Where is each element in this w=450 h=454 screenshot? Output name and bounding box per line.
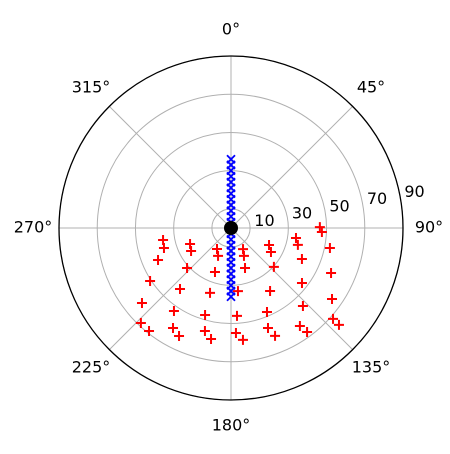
plus-marker — [135, 317, 146, 328]
theta-tick-label: 90° — [415, 218, 443, 237]
plus-marker — [262, 323, 273, 334]
plus-marker — [186, 245, 197, 256]
plus-marker — [238, 250, 249, 261]
plus-marker — [182, 263, 193, 274]
plus-marker — [240, 263, 251, 274]
plus-marker — [268, 261, 279, 272]
plus-marker — [231, 310, 242, 321]
theta-tick-label: 315° — [72, 77, 111, 96]
grid-spoke — [230, 106, 353, 229]
plus-marker — [327, 293, 338, 304]
theta-tick-label: 180° — [212, 416, 251, 435]
plus-marker — [209, 266, 220, 277]
plus-marker — [212, 243, 223, 254]
plus-marker — [185, 238, 196, 249]
plus-marker — [294, 321, 305, 332]
plus-marker — [333, 319, 344, 330]
plus-marker — [200, 309, 211, 320]
theta-tick-label: 270° — [14, 218, 53, 237]
plus-marker — [265, 247, 276, 258]
r-tick-label: 10 — [254, 211, 274, 230]
plus-marker — [302, 326, 313, 337]
dot-marker — [224, 221, 238, 235]
plus-marker — [324, 242, 335, 253]
plus-marker — [290, 232, 301, 243]
plus-marker — [265, 286, 276, 297]
plus-marker — [264, 240, 275, 251]
grid-spoke — [230, 227, 353, 350]
plus-marker — [316, 226, 327, 237]
polar-spine — [58, 55, 404, 401]
plus-marker — [213, 250, 224, 261]
grid-spoke — [109, 106, 232, 229]
plus-marker — [296, 253, 307, 264]
plus-marker — [230, 327, 241, 338]
theta-tick-label: 135° — [352, 358, 391, 377]
grid-spoke — [109, 227, 232, 350]
r-tick-label: 70 — [367, 189, 387, 208]
plus-marker — [326, 267, 337, 278]
x-marker — [226, 154, 236, 164]
plus-marker — [175, 283, 186, 294]
r-tick-label: 90 — [404, 182, 424, 201]
theta-tick-label: 45° — [357, 77, 385, 96]
plus-marker — [270, 330, 281, 341]
plus-marker — [168, 323, 179, 334]
plus-marker — [237, 334, 248, 345]
plus-marker — [144, 326, 155, 337]
plus-marker — [328, 313, 339, 324]
plus-marker — [199, 326, 210, 337]
plus-marker — [296, 278, 307, 289]
plus-marker — [261, 306, 272, 317]
plus-marker — [174, 330, 185, 341]
theta-tick-label: 225° — [72, 358, 111, 377]
plus-marker — [136, 297, 147, 308]
plus-marker — [158, 242, 169, 253]
x-marker — [226, 292, 236, 302]
theta-tick-label: 0° — [222, 20, 240, 39]
plus-marker — [206, 333, 217, 344]
plus-marker — [153, 255, 164, 266]
plus-marker — [232, 286, 243, 297]
r-tick-label: 50 — [329, 196, 349, 215]
plus-marker — [205, 287, 216, 298]
plus-marker — [297, 300, 308, 311]
plus-marker — [292, 239, 303, 250]
plus-marker — [145, 275, 156, 286]
r-tick-label: 30 — [292, 204, 312, 223]
plus-marker — [314, 222, 325, 233]
plus-marker — [168, 306, 179, 317]
